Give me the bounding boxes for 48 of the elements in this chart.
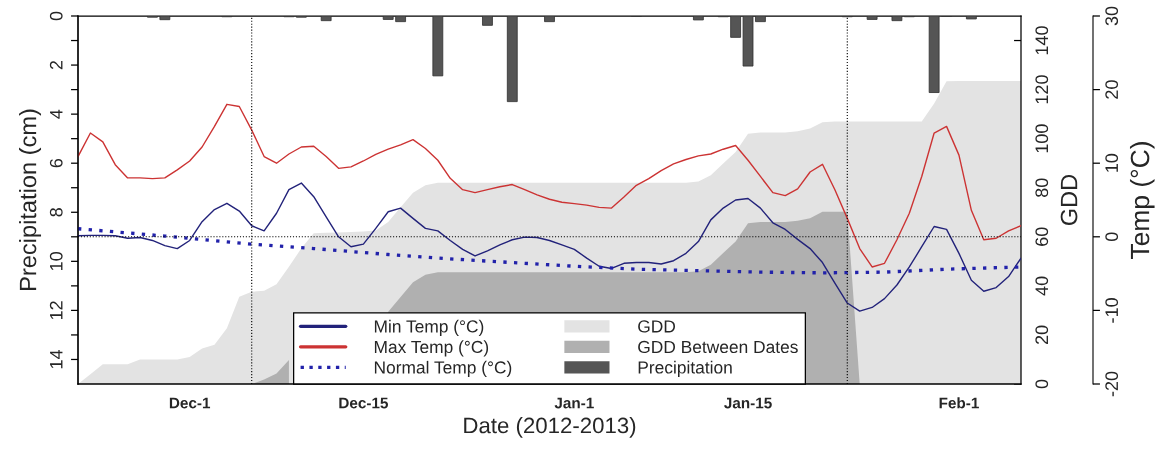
line-series — [78, 182, 1021, 312]
bar — [866, 16, 878, 20]
y-tick-label: 0 — [49, 11, 63, 21]
y-tick-label: 4 — [50, 109, 63, 119]
y-tick-label: 6 — [49, 158, 63, 168]
bar — [320, 16, 332, 22]
y3-tick-label: 0 — [1105, 232, 1119, 242]
bar — [432, 16, 444, 77]
y2-axis-title: GDD — [1060, 174, 1078, 226]
y-tick-label: 8 — [49, 208, 63, 217]
y3-tick-label: 20 — [1105, 80, 1119, 99]
x-tick-label: Dec-15 — [339, 397, 389, 409]
line-series — [78, 103, 1021, 268]
y-tick-label: 12 — [49, 301, 63, 320]
x-tick-label: Jan-15 — [724, 397, 772, 409]
y2-tick-label: 80 — [1035, 178, 1049, 197]
y2-tick-label: 100 — [1035, 124, 1049, 153]
series-label: GDD — [638, 320, 676, 333]
y-tick-label: 14 — [50, 349, 63, 369]
y3-tick-label: -20 — [1105, 371, 1119, 397]
x-tick-label: Dec-1 — [169, 397, 211, 409]
bar — [965, 16, 977, 20]
y-tick-label: 10 — [49, 252, 63, 270]
y3-tick-label: 30 — [1105, 6, 1119, 26]
y-axis-title: Precipitation (cm) — [19, 109, 42, 290]
y2-tick-label: 20 — [1035, 325, 1049, 345]
bar — [482, 16, 493, 26]
y2-tick-label: 120 — [1035, 75, 1049, 104]
bar — [506, 16, 518, 103]
y2-tick-label: 40 — [1035, 276, 1049, 296]
y2-tick-label: 140 — [1035, 26, 1049, 55]
legend-label: Max Temp (°C) — [374, 340, 489, 357]
y3-axis-title: Temp (°C) — [1129, 142, 1155, 259]
x-tick-label: Feb-1 — [939, 397, 979, 409]
y2-tick-label: 60 — [1035, 227, 1049, 246]
y2-tick-label: 0 — [1035, 379, 1049, 389]
x-axis-title: Date (2012-2013) — [464, 416, 636, 438]
legend-label: Precipitation — [638, 360, 732, 378]
bar — [544, 16, 555, 23]
x-tick-label: Jan-1 — [554, 397, 594, 409]
legend-label: Normal Temp (°C) — [374, 360, 512, 378]
y3-tick-label: -10 — [1105, 298, 1119, 323]
y3-tick-label: 10 — [1105, 153, 1119, 172]
bar — [693, 16, 704, 21]
series-label: GDD Between Dates — [638, 340, 798, 354]
y-tick-label: 2 — [49, 60, 63, 70]
line-series — [78, 227, 1021, 275]
legend-label: Min Temp (°C) — [374, 319, 484, 337]
